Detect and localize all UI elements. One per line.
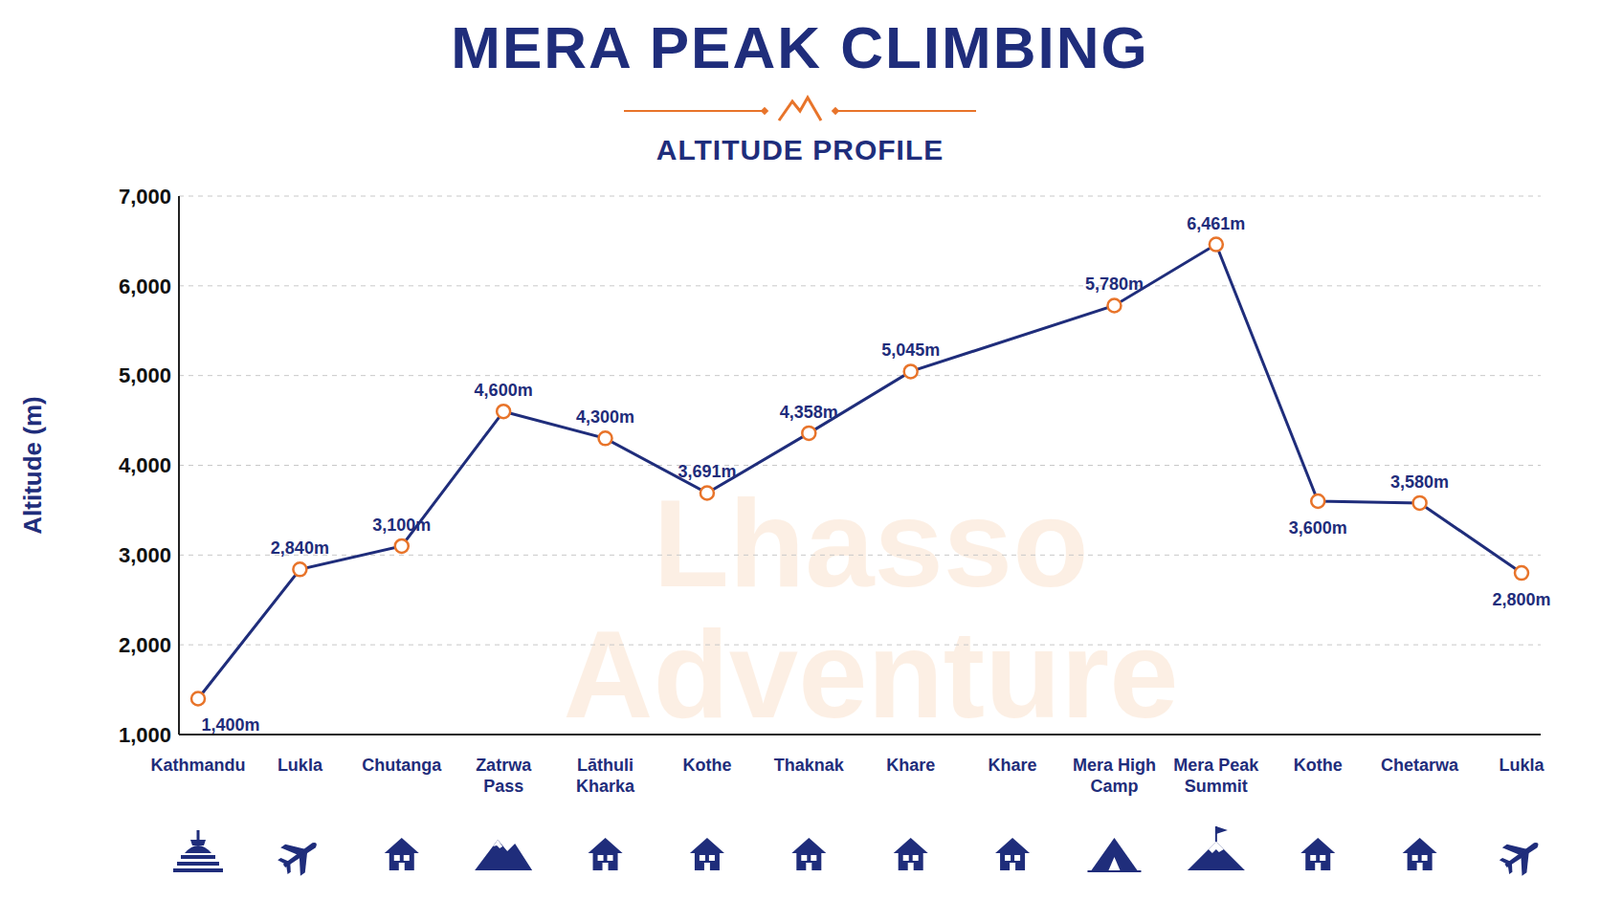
svg-text:6,000: 6,000 [118, 274, 172, 299]
svg-text:Zatrwa: Zatrwa [475, 755, 533, 776]
svg-text:Kathmandu: Kathmandu [151, 755, 246, 776]
svg-text:Chetarwa: Chetarwa [1380, 755, 1460, 776]
svg-text:1,000: 1,000 [118, 723, 172, 748]
svg-text:3,000: 3,000 [118, 543, 172, 568]
svg-text:2,840m: 2,840m [270, 538, 330, 558]
svg-text:Mera Peak: Mera Peak [1173, 755, 1260, 776]
svg-text:Thaknak: Thaknak [774, 755, 845, 776]
svg-text:3,691m: 3,691m [677, 462, 736, 482]
svg-text:Khare: Khare [886, 755, 935, 776]
svg-text:6,461m: 6,461m [1186, 214, 1245, 234]
svg-text:3,580m: 3,580m [1390, 472, 1449, 492]
svg-text:2,000: 2,000 [118, 633, 172, 658]
svg-text:3,100m: 3,100m [372, 515, 431, 535]
svg-text:2,800m: 2,800m [1491, 590, 1551, 610]
svg-text:4,300m: 4,300m [576, 407, 635, 427]
svg-text:5,000: 5,000 [118, 363, 172, 388]
svg-text:Altitude (m): Altitude (m) [18, 396, 47, 534]
svg-text:Lāthuli: Lāthuli [577, 755, 634, 776]
svg-text:Chutanga: Chutanga [361, 755, 443, 776]
svg-text:Lukla: Lukla [277, 755, 324, 776]
svg-text:Pass: Pass [483, 777, 524, 797]
svg-text:3,600m: 3,600m [1288, 518, 1348, 538]
svg-text:Summit: Summit [1184, 777, 1248, 797]
svg-text:5,780m: 5,780m [1085, 274, 1144, 294]
svg-text:4,358m: 4,358m [779, 402, 839, 423]
svg-text:5,045m: 5,045m [881, 340, 940, 360]
svg-text:Mera High: Mera High [1072, 755, 1156, 776]
svg-text:Kothe: Kothe [682, 755, 732, 776]
svg-text:Lukla: Lukla [1498, 755, 1545, 776]
svg-text:1,400m: 1,400m [200, 715, 260, 735]
svg-text:Khare: Khare [988, 755, 1038, 776]
svg-text:4,000: 4,000 [118, 453, 172, 478]
svg-text:4,600m: 4,600m [474, 380, 534, 400]
svg-text:Kharka: Kharka [576, 777, 636, 797]
svg-text:Camp: Camp [1089, 777, 1138, 797]
svg-text:Kothe: Kothe [1293, 755, 1343, 776]
svg-text:7,000: 7,000 [118, 184, 172, 209]
